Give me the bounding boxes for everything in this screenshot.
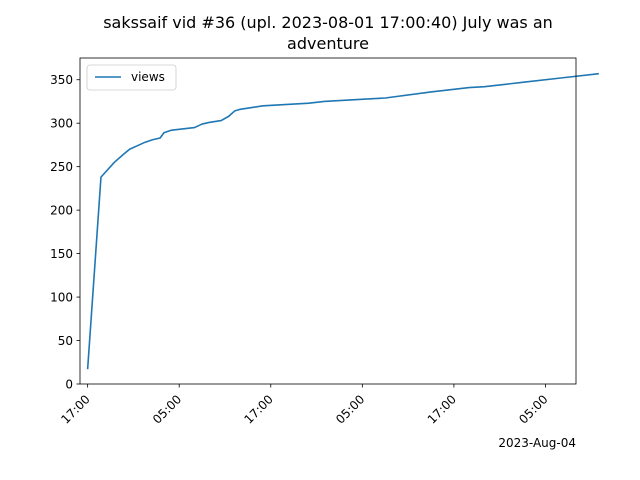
- y-axis: 0 50 100 150 200 250 300 350: [50, 73, 80, 392]
- series-line-views: [86, 72, 599, 370]
- y-tick-label: 200: [50, 204, 73, 218]
- x-tick-label: 05:00: [150, 392, 184, 426]
- x-axis: 17:00 05:00 17:00 05:00 17:00 05:00: [58, 384, 551, 427]
- legend-label-views: views: [131, 70, 165, 84]
- y-tick-label: 300: [50, 117, 73, 131]
- x-tick-label: 17:00: [242, 392, 276, 426]
- y-tick-label: 50: [58, 334, 73, 348]
- y-tick-label: 150: [50, 247, 73, 261]
- legend-box: [86, 64, 177, 91]
- y-tick-label: 350: [50, 73, 73, 87]
- y-tick-label: 0: [65, 378, 73, 392]
- x-tick-label: 05:00: [333, 392, 367, 426]
- x-tick-label: 17:00: [58, 392, 92, 426]
- plot-area: [86, 72, 599, 370]
- x-tick-label: 17:00: [425, 392, 459, 426]
- y-tick-label: 250: [50, 160, 73, 174]
- chart-title-line-2: adventure: [287, 34, 369, 53]
- legend: views: [86, 64, 177, 91]
- x-axis-offset-label: 2023-Aug-04: [498, 436, 576, 450]
- chart-title-line-1: sakssaif vid #36 (upl. 2023-08-01 17:00:…: [103, 13, 553, 32]
- y-tick-label: 100: [50, 291, 73, 305]
- x-tick-label: 05:00: [516, 392, 550, 426]
- axes-frame: [79, 57, 577, 385]
